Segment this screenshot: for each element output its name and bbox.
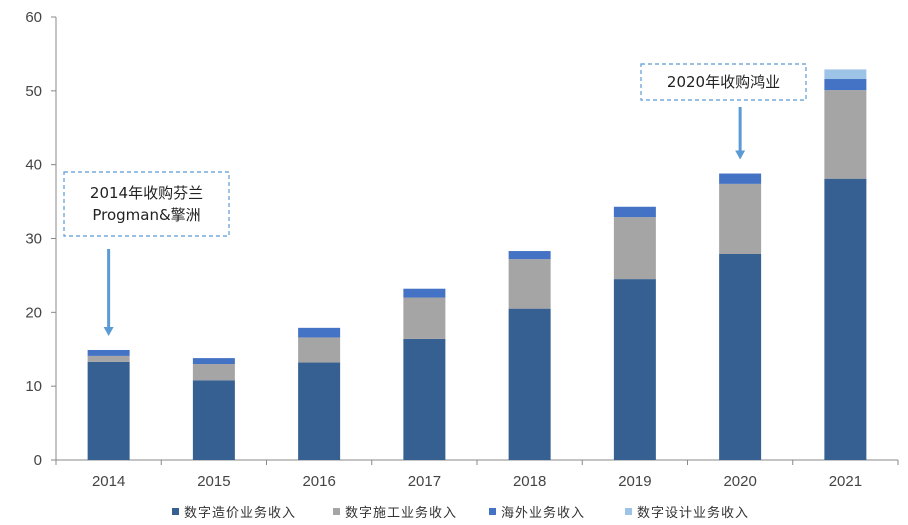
axes: 0 10 20 30 40 50 60 2014 2015 2016 2017 2018 2019 202… xyxy=(25,9,899,490)
bar-segment xyxy=(403,297,446,339)
annotations: 2014年收购芬兰 Progman&擎洲 2020年收购鸿业 xyxy=(63,63,807,336)
y-tick-label: 0 xyxy=(34,452,42,469)
x-tick-label: 2019 xyxy=(618,473,651,490)
legend-swatch xyxy=(625,508,632,515)
y-tick-label: 10 xyxy=(25,378,42,395)
bar-segment xyxy=(298,327,341,338)
bar-segment xyxy=(719,254,762,460)
annotation-arrow-head xyxy=(735,150,746,160)
x-tick-label: 2018 xyxy=(513,473,546,490)
bar-segment xyxy=(613,206,656,218)
bar-segment xyxy=(403,288,446,298)
annotation-text: Progman&擎洲 xyxy=(92,206,200,224)
annotation-text: 2020年收购鸿业 xyxy=(667,73,780,91)
bar-segment xyxy=(613,279,656,460)
bar-segment xyxy=(613,217,656,280)
annotation-box xyxy=(640,63,807,101)
legend-label: 数字设计业务收入 xyxy=(637,505,749,521)
bar-segment xyxy=(192,358,235,365)
annotation-box xyxy=(63,171,230,237)
x-tick-label: 2014 xyxy=(92,473,125,490)
legend-swatch xyxy=(172,508,179,515)
bar-segment xyxy=(824,69,867,80)
y-tick-label: 30 xyxy=(25,231,42,248)
legend-label: 数字施工业务收入 xyxy=(345,505,457,521)
legend-label: 数字造价业务收入 xyxy=(184,505,296,521)
x-tick-label: 2017 xyxy=(408,473,441,490)
x-tick-label: 2015 xyxy=(197,473,230,490)
bar-segment xyxy=(403,338,446,460)
bar-segment xyxy=(508,308,551,460)
bar-segment xyxy=(298,362,341,460)
legend-label: 海外业务收入 xyxy=(501,505,585,521)
bar-segment xyxy=(824,79,867,91)
y-tick-label: 40 xyxy=(25,157,42,174)
bar-segment xyxy=(719,183,762,255)
bar-segment xyxy=(508,251,551,260)
bar-segment xyxy=(87,349,130,356)
bar-segment xyxy=(192,380,235,460)
legend-swatch xyxy=(489,508,496,515)
annotation-text: 2014年收购芬兰 xyxy=(90,184,203,202)
bar-segment xyxy=(719,173,762,184)
bar-segment xyxy=(298,337,341,363)
x-tick-label: 2020 xyxy=(723,473,756,490)
annotation-arrow-head xyxy=(103,326,114,336)
bar-segment xyxy=(508,259,551,309)
y-tick-label: 60 xyxy=(25,9,42,26)
bar-segment xyxy=(87,361,130,460)
y-tick-label: 50 xyxy=(25,83,42,100)
bar-segment xyxy=(87,355,130,362)
bar-segment xyxy=(824,178,867,460)
x-tick-label: 2016 xyxy=(302,473,335,490)
bar-segment xyxy=(824,90,867,179)
bars xyxy=(87,69,867,460)
legend-swatch xyxy=(333,508,340,515)
y-tick-label: 20 xyxy=(25,304,42,321)
bar-segment xyxy=(192,364,235,381)
x-tick-label: 2021 xyxy=(829,473,862,490)
legend: 数字造价业务收入 数字施工业务收入 海外业务收入 数字设计业务收入 xyxy=(172,505,749,521)
